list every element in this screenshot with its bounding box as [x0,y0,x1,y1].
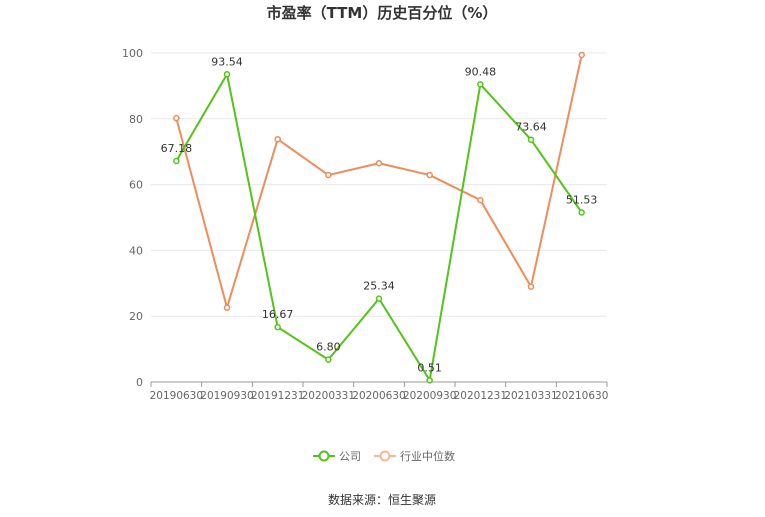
y-tick-label: 100 [122,47,143,60]
data-label: 67.18 [161,142,193,155]
data-label: 25.34 [363,280,395,293]
chart-title: 市盈率（TTM）历史百分位（%） [267,4,498,22]
data-point[interactable] [274,135,281,143]
x-tick-label: 20190630 [150,390,203,402]
x-axis: 2019063020190930201912312020033120200630… [150,381,608,402]
data-label: 16.67 [262,308,294,321]
y-tick-label: 0 [136,376,143,389]
data-point[interactable] [274,323,281,331]
x-tick-label: 20190930 [200,390,253,402]
y-tick-label: 80 [129,113,143,126]
data-label: 93.54 [211,55,243,68]
data-point[interactable] [477,196,484,204]
data-point[interactable] [223,71,231,78]
series-1 [173,51,585,311]
data-point[interactable] [527,283,535,290]
y-tick-label: 60 [129,179,143,192]
data-point[interactable] [375,159,383,167]
legend-label: 公司 [339,450,361,463]
series-line [175,54,583,309]
data-label: 51.53 [566,193,598,206]
data-label: 90.48 [465,65,497,78]
legend-item-1[interactable]: 行业中位数 [374,449,455,463]
data-point[interactable] [223,304,231,311]
series-0: 67.18 93.54 16.67 6.80 25.34 0.51 90.48 73.64 51… [161,55,598,384]
y-axis: 0 20 40 60 80 100 [122,47,143,389]
data-point[interactable] [173,157,180,165]
data-point[interactable] [325,356,332,363]
data-point[interactable] [375,295,383,302]
x-tick-label: 20191231 [251,390,304,402]
data-label: 73.64 [515,121,547,134]
data-point[interactable] [325,171,332,179]
y-tick-label: 20 [129,310,143,323]
grid [151,52,607,317]
data-point[interactable] [426,171,433,179]
y-tick-label: 40 [129,244,143,257]
legend-label: 行业中位数 [400,449,455,463]
series-layer: 67.18 93.54 16.67 6.80 25.34 0.51 90.48 73.64 51… [161,51,598,384]
data-point[interactable] [578,51,585,59]
data-label: 6.80 [316,341,341,354]
data-point[interactable] [527,136,535,143]
data-point[interactable] [477,81,484,88]
x-tick-label: 20200930 [403,390,456,402]
x-tick-label: 20201231 [454,390,507,402]
x-tick-label: 20200331 [302,390,355,402]
data-point[interactable] [578,209,585,216]
data-source: 数据来源：恒生聚源 [328,492,436,507]
x-tick-label: 20210630 [555,390,608,402]
data-point[interactable] [173,114,180,122]
data-label: 0.51 [417,361,442,374]
legend-marker [379,450,391,462]
x-tick-label: 20200630 [352,390,405,402]
legend-marker [318,450,330,462]
legend-item-0[interactable]: 公司 [313,450,361,463]
x-tick-label: 20210331 [504,390,557,402]
data-point[interactable] [426,377,433,384]
legend: 公司 行业中位数 [313,449,455,463]
